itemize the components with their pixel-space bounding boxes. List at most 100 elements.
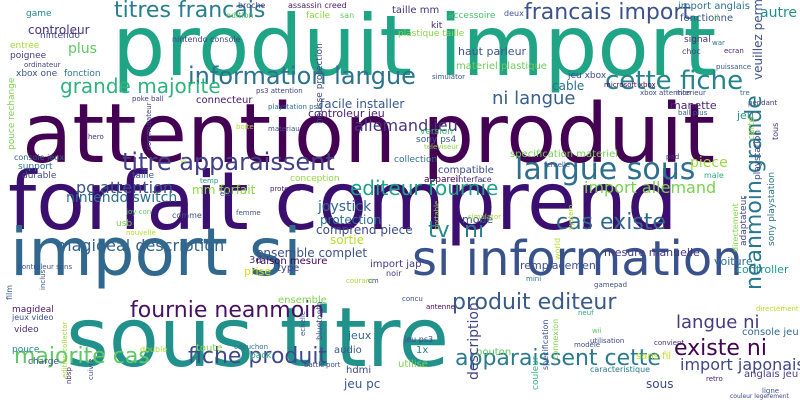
- cloud-word: specification materiel: [510, 149, 619, 160]
- cloud-word: war: [712, 39, 725, 47]
- cloud-word-vertical: carte: [747, 116, 757, 140]
- cloud-word: console jeu: [742, 327, 799, 338]
- cloud-word: mesure manuelle: [604, 246, 700, 259]
- cloud-word: toute: [196, 343, 223, 354]
- cloud-word: jeux: [348, 329, 372, 342]
- cloud-word: usb: [116, 219, 133, 229]
- cloud-word: anglais jeu: [744, 369, 799, 380]
- cloud-word: tv: [428, 218, 450, 243]
- cloud-word: existe ni: [674, 336, 767, 361]
- cloud-word: piece: [690, 155, 728, 171]
- cloud-word: pouce: [12, 345, 40, 355]
- cloud-word: ordinateur: [24, 61, 61, 69]
- cloud-word: jeu xbox: [568, 71, 607, 81]
- cloud-word: bouton: [476, 347, 512, 358]
- cloud-word: ball plus: [678, 109, 708, 117]
- cloud-word-vertical: connexion: [551, 318, 560, 360]
- cloud-word: gamepad: [594, 281, 628, 289]
- cloud-word: femme: [236, 209, 261, 217]
- cloud-word: assassin creed: [288, 1, 347, 10]
- cloud-word-vertical: nbsp: [65, 367, 73, 384]
- cloud-word: fournie neanmoin: [130, 298, 325, 323]
- cloud-word: produit editeur: [452, 290, 617, 315]
- cloud-word: etc: [220, 190, 231, 198]
- cloud-word: mini: [526, 275, 542, 283]
- cloud-word: controller: [736, 263, 789, 276]
- cloud-word: port: [326, 361, 341, 369]
- cloud-word: directement: [756, 305, 799, 313]
- cloud-word-vertical: world: [553, 237, 562, 260]
- cloud-word: apparaissent cette: [455, 346, 661, 371]
- cloud-word: plastique taille: [398, 29, 465, 39]
- cloud-word: audio: [334, 345, 362, 356]
- cloud-word: protection: [320, 213, 382, 227]
- cloud-word: neuf: [578, 309, 594, 317]
- cloud-word: san: [340, 11, 355, 20]
- cloud-word: retro: [706, 375, 723, 383]
- cloud-word: broche: [238, 1, 266, 10]
- cloud-word-vertical: echelle: [299, 310, 307, 336]
- cloud-word: controleur: [28, 23, 90, 37]
- cloud-word: nintendo console: [172, 35, 241, 44]
- cloud-word: poignee: [10, 51, 47, 61]
- cloud-word: xbox one: [16, 69, 58, 79]
- cloud-word: capuchon: [234, 343, 269, 351]
- cloud-word: mm forfait: [192, 183, 256, 197]
- cloud-word: majorite cas: [14, 344, 150, 369]
- cloud-word: jeu: [737, 109, 754, 122]
- cloud-word: simulator: [432, 73, 465, 81]
- cloud-word: sous titre: [66, 291, 450, 386]
- cloud-word-vertical: bluetooth: [315, 301, 324, 340]
- cloud-word: male: [704, 171, 724, 180]
- cloud-word: interieur: [676, 89, 706, 97]
- cloud-word-vertical: portable: [433, 200, 441, 230]
- cloud-word: raison mesure: [256, 256, 328, 267]
- cloud-word: remplacement: [520, 259, 601, 272]
- cloud-word-vertical: system: [567, 204, 575, 230]
- cloud-word: taille: [132, 171, 155, 181]
- cloud-word: sans fil: [636, 351, 672, 362]
- cloud-word-vertical: tous: [771, 122, 780, 140]
- cloud-word: langue sous: [515, 152, 696, 187]
- cloud-word: fiche produit: [188, 344, 328, 369]
- cloud-word: concu: [402, 295, 423, 303]
- cloud-word: nintendo switch: [66, 190, 178, 206]
- cloud-word-vertical: adaptateur: [739, 196, 749, 246]
- cloud-word: hero: [88, 133, 104, 141]
- cloud-word: cette fiche: [605, 66, 744, 96]
- cloud-word: sony ps4: [416, 135, 457, 145]
- cloud-word: import japonais: [680, 355, 800, 374]
- cloud-word: type: [277, 263, 300, 274]
- cloud-word: allemand jeu: [354, 116, 458, 135]
- cloud-word-vertical: veuillez permettre: [751, 0, 765, 80]
- cloud-word: ii: [714, 13, 719, 22]
- cloud-word: controleur jeu: [308, 107, 385, 120]
- cloud-word: pad: [666, 153, 680, 161]
- cloud-word: choc: [682, 47, 701, 56]
- cloud-word: puissance: [716, 63, 751, 71]
- cloud-word: voiture: [714, 255, 753, 268]
- cloud-word: noir: [386, 269, 402, 278]
- cloud-word: mode: [462, 213, 494, 226]
- cloud-word: 3d: [249, 255, 262, 266]
- cloud-word: magideal: [12, 305, 54, 315]
- cloud-word-vertical: sony playstation: [767, 171, 777, 246]
- cloud-word: accessoire: [448, 11, 496, 21]
- cloud-word: poke ball: [132, 95, 164, 103]
- cloud-word: console jeux: [14, 153, 65, 162]
- cloud-word: ni langue: [492, 88, 576, 109]
- cloud-word: temp: [200, 177, 219, 185]
- cloud-word-vertical: description: [466, 302, 482, 380]
- cloud-word: version: [420, 127, 453, 137]
- cloud-word: wii: [592, 327, 602, 335]
- cloud-word: import si: [10, 214, 302, 291]
- cloud-word: pendant: [748, 99, 778, 107]
- cloud-word: cas existe: [556, 210, 666, 235]
- cloud-word: jeux video: [12, 313, 54, 322]
- cloud-word: simulator: [468, 213, 501, 221]
- cloud-word: support: [18, 162, 53, 172]
- cloud-word-vertical: film: [5, 284, 14, 300]
- cloud-word: femelle: [544, 161, 571, 169]
- cloud-word: francais import: [524, 0, 691, 25]
